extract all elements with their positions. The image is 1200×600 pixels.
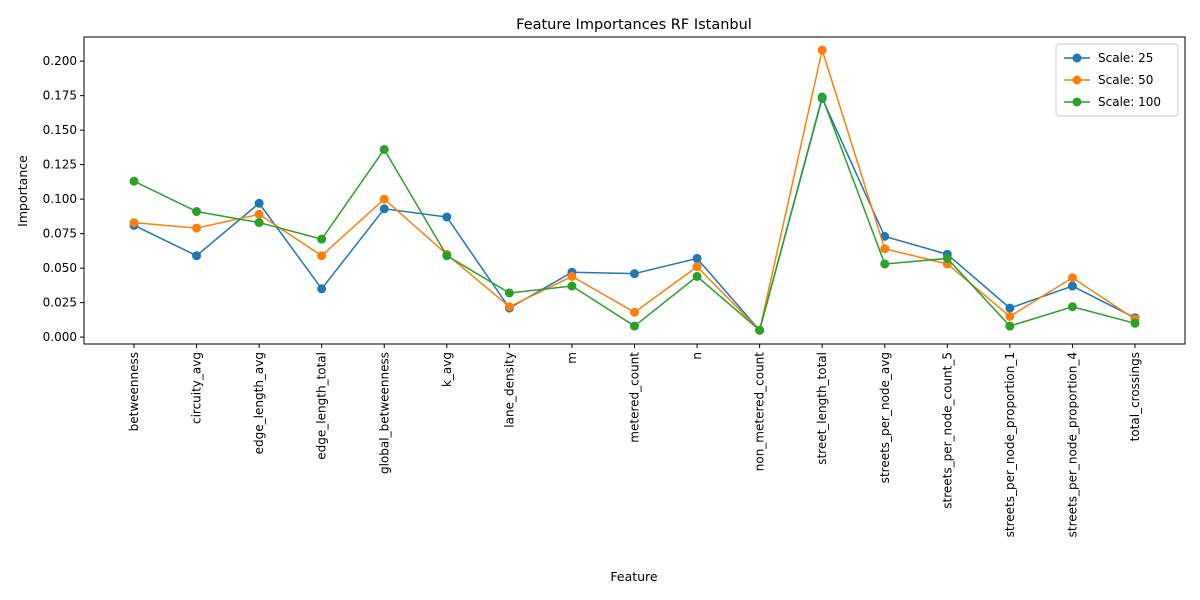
data-point bbox=[129, 218, 139, 228]
data-point bbox=[1067, 281, 1077, 291]
legend-entry: Scale: 25 bbox=[1098, 51, 1153, 65]
x-tick-label: total_crossings bbox=[1128, 352, 1142, 441]
legend-marker bbox=[1072, 97, 1082, 107]
y-tick-label: 0.175 bbox=[43, 89, 77, 103]
data-point bbox=[504, 302, 514, 312]
data-point bbox=[755, 325, 765, 335]
data-point bbox=[942, 253, 952, 263]
data-point bbox=[379, 144, 389, 154]
legend-entry: Scale: 50 bbox=[1098, 73, 1153, 87]
data-point bbox=[192, 207, 202, 217]
legend-entry: Scale: 100 bbox=[1098, 95, 1161, 109]
y-tick-label: 0.050 bbox=[43, 261, 77, 275]
data-point bbox=[442, 212, 452, 222]
y-axis-label: Importance bbox=[15, 155, 30, 227]
data-point bbox=[1005, 303, 1015, 313]
x-tick-label: betweenness bbox=[127, 352, 141, 431]
x-tick-label: circuity_avg bbox=[190, 352, 204, 424]
data-point bbox=[317, 234, 327, 244]
x-tick-label: metered_count bbox=[628, 352, 642, 443]
y-tick-label: 0.200 bbox=[43, 54, 77, 68]
data-point bbox=[442, 251, 452, 261]
legend: Scale: 25 Scale: 50 Scale: 100 bbox=[1055, 43, 1179, 117]
x-tick-label: k_avg bbox=[440, 352, 454, 387]
x-tick-label: streets_per_node_proportion_4 bbox=[1065, 352, 1079, 537]
data-point bbox=[504, 288, 514, 298]
series-scale-50 bbox=[129, 45, 1140, 335]
y-tick-label: 0.000 bbox=[43, 330, 77, 344]
y-tick-label: 0.075 bbox=[43, 227, 77, 241]
y-axis: 0.000 0.025 0.050 0.075 0.100 0.125 0.150 0.175… bbox=[43, 54, 84, 344]
data-point bbox=[254, 209, 264, 219]
data-point bbox=[1130, 318, 1140, 328]
data-point bbox=[192, 251, 202, 261]
data-point bbox=[192, 223, 202, 233]
legend-box bbox=[1055, 43, 1179, 117]
data-point bbox=[1067, 302, 1077, 312]
x-tick-label: edge_length_total bbox=[315, 352, 329, 460]
data-point bbox=[254, 198, 264, 208]
data-point bbox=[817, 45, 827, 55]
x-tick-label: streets_per_node_count_5 bbox=[940, 352, 954, 509]
data-point bbox=[1005, 311, 1015, 321]
y-tick-label: 0.150 bbox=[43, 123, 77, 137]
data-point bbox=[817, 92, 827, 102]
plot-area bbox=[129, 45, 1140, 335]
x-tick-label: lane_density bbox=[502, 352, 516, 428]
x-tick-label: non_metered_count bbox=[753, 352, 767, 472]
data-point bbox=[129, 176, 139, 186]
x-tick-label: streets_per_node_proportion_1 bbox=[1003, 352, 1017, 537]
legend-marker bbox=[1072, 75, 1082, 85]
plot-frame bbox=[83, 36, 1186, 345]
data-point bbox=[254, 218, 264, 228]
x-tick-label: streets_per_node_avg bbox=[878, 352, 892, 483]
y-tick-label: 0.125 bbox=[43, 158, 77, 172]
data-point bbox=[630, 307, 639, 317]
data-point bbox=[317, 251, 327, 261]
x-tick-label: edge_length_avg bbox=[252, 352, 266, 454]
legend-marker bbox=[1072, 53, 1082, 63]
data-point bbox=[630, 269, 639, 279]
series-line bbox=[133, 47, 1136, 332]
data-point bbox=[880, 231, 890, 241]
chart-title: Feature Importances RF Istanbul bbox=[516, 17, 752, 33]
y-tick-label: 0.100 bbox=[43, 192, 77, 206]
series-scale-100 bbox=[129, 92, 1140, 335]
data-point bbox=[880, 259, 890, 269]
data-point bbox=[317, 284, 327, 294]
x-tick-label: m bbox=[565, 352, 579, 364]
data-point bbox=[379, 204, 389, 214]
x-axis: betweenness circuity_avg edge_length_avg ed… bbox=[127, 344, 1142, 537]
x-axis-label: Feature bbox=[610, 569, 658, 584]
x-tick-label: street_length_total bbox=[815, 352, 829, 465]
x-tick-label: global_betweenness bbox=[377, 352, 391, 474]
data-point bbox=[379, 194, 389, 204]
data-point bbox=[692, 271, 702, 281]
data-point bbox=[692, 253, 702, 263]
data-point bbox=[1005, 321, 1015, 331]
data-point bbox=[567, 271, 577, 281]
y-tick-label: 0.025 bbox=[43, 296, 77, 310]
data-point bbox=[880, 244, 890, 254]
x-tick-label: n bbox=[690, 352, 704, 360]
data-point bbox=[630, 321, 639, 331]
data-point bbox=[567, 281, 577, 291]
data-point bbox=[692, 262, 702, 272]
data-point bbox=[1067, 273, 1077, 283]
